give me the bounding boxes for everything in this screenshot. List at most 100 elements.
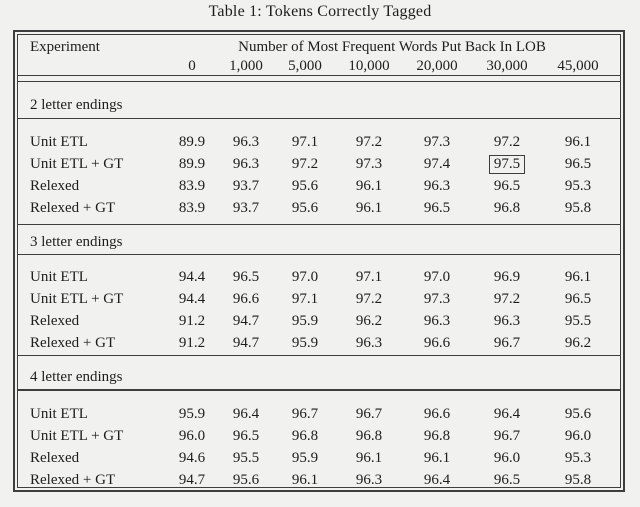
cell-value: 96.1: [564, 134, 592, 150]
row-label: Unit ETL + GT: [30, 156, 124, 172]
section-data: Unit ETL 94.4 96.5 97.0 97.1 97.0 96.9 9…: [18, 255, 620, 355]
cell-value: 97.0: [291, 269, 319, 285]
table-row: Unit ETL + GT 96.0 96.5 96.8 96.8 96.8 9…: [18, 425, 620, 447]
cell-value: 89.9: [178, 156, 206, 172]
row-label: Unit ETL + GT: [30, 291, 124, 307]
cell-value: 91.2: [178, 313, 206, 329]
section-label: 3 letter endings: [30, 234, 123, 250]
cell-value: 95.6: [291, 200, 319, 216]
cell-value: 95.9: [291, 313, 319, 329]
cell-value: 96.9: [493, 269, 521, 285]
cell-value: 96.8: [423, 428, 451, 444]
cell-value: 94.4: [178, 269, 206, 285]
table-row: Unit ETL + GT 89.9 96.3 97.2 97.3 97.4 9…: [18, 153, 620, 175]
row-label: Unit ETL: [30, 406, 88, 422]
cell-value: 96.8: [355, 428, 383, 444]
section-data: Unit ETL 89.9 96.3 97.1 97.2 97.3 97.2 9…: [18, 119, 620, 224]
cell-value: 96.3: [355, 472, 383, 488]
cell-value: 97.2: [355, 291, 383, 307]
cell-value: 94.4: [178, 291, 206, 307]
cell-value: 91.2: [178, 335, 206, 351]
cell-value: 97.3: [355, 156, 383, 172]
table-row: Relexed + GT 83.9 93.7 95.6 96.1 96.5 96…: [18, 197, 620, 219]
section-label: 2 letter endings: [30, 97, 123, 113]
cell-value: 96.3: [493, 313, 521, 329]
row-label: Relexed: [30, 313, 80, 329]
cell-value: 95.9: [291, 450, 319, 466]
cell-value: 97.2: [493, 291, 521, 307]
cell-value: 93.7: [232, 200, 260, 216]
cell-value: 96.1: [564, 269, 592, 285]
table-row: Relexed + GT 94.7 95.6 96.1 96.3 96.4 96…: [18, 469, 620, 488]
cell-value: 96.1: [423, 450, 451, 466]
cell-value: 97.1: [355, 269, 383, 285]
cell-value: 95.8: [564, 200, 592, 216]
cell-value: 96.3: [423, 313, 451, 329]
cell-value: 96.5: [423, 200, 451, 216]
cell-value: 96.0: [493, 450, 521, 466]
cell-value: 95.9: [291, 335, 319, 351]
cell-value: 96.2: [355, 313, 383, 329]
column-header: 45,000: [557, 58, 599, 74]
cell-value: 94.7: [178, 472, 206, 488]
cell-value: 97.4: [423, 156, 451, 172]
cell-value: 96.3: [423, 178, 451, 194]
experiment-column-header: Experiment: [30, 39, 100, 55]
section-data: Unit ETL 95.9 96.4 96.7 96.7 96.6 96.4 9…: [18, 391, 620, 488]
row-label: Relexed + GT: [30, 335, 116, 351]
row-label: Relexed: [30, 178, 80, 194]
cell-value: 96.6: [423, 335, 451, 351]
rule: [18, 355, 620, 356]
cell-value: 96.4: [232, 406, 260, 422]
table-header-row: Experiment Number of Most Frequent Words…: [18, 35, 620, 57]
cell-value: 96.5: [564, 291, 592, 307]
cell-value: 95.6: [232, 472, 260, 488]
column-header: 1,000: [229, 58, 263, 74]
column-header: 30,000: [486, 58, 528, 74]
cell-value: 96.5: [232, 428, 260, 444]
cell-value: 96.3: [355, 335, 383, 351]
cell-value: 97.2: [493, 134, 521, 150]
table-row: Relexed 91.2 94.7 95.9 96.2 96.3 96.3 95…: [18, 310, 620, 332]
cell-value: 96.5: [232, 269, 260, 285]
cell-value: 96.8: [493, 200, 521, 216]
cell-value: 95.5: [232, 450, 260, 466]
cell-value: 96.7: [291, 406, 319, 422]
row-label: Unit ETL + GT: [30, 428, 124, 444]
table-row: Unit ETL 89.9 96.3 97.1 97.2 97.3 97.2 9…: [18, 131, 620, 153]
cell-value: 96.7: [355, 406, 383, 422]
cell-value: 96.0: [564, 428, 592, 444]
section-label: 4 letter endings: [30, 369, 123, 385]
cell-value: 96.7: [493, 428, 521, 444]
cell-value: 96.7: [493, 335, 521, 351]
header-separator-rule: [18, 75, 620, 82]
cell-value: 96.2: [564, 335, 592, 351]
cell-value: 97.0: [423, 269, 451, 285]
cell-value: 96.0: [178, 428, 206, 444]
cell-value: 96.3: [232, 134, 260, 150]
column-header: 10,000: [348, 58, 390, 74]
cell-value: 94.7: [232, 313, 260, 329]
table-caption: Table 1: Tokens Correctly Tagged: [208, 3, 432, 20]
column-header: 0: [188, 58, 196, 74]
table-row: Relexed 83.9 93.7 95.6 96.1 96.3 96.5 95…: [18, 175, 620, 197]
cell-value: 89.9: [178, 134, 206, 150]
row-label: Unit ETL: [30, 134, 88, 150]
cell-value: 96.5: [493, 178, 521, 194]
cell-value: 94.6: [178, 450, 206, 466]
cell-value: 95.3: [564, 178, 592, 194]
table-row: Unit ETL 95.9 96.4 96.7 96.7 96.6 96.4 9…: [18, 403, 620, 425]
cell-value: 96.1: [291, 472, 319, 488]
cell-value: 96.1: [355, 200, 383, 216]
cell-value: 96.4: [423, 472, 451, 488]
group-column-header: Number of Most Frequent Words Put Back I…: [238, 39, 546, 55]
column-numbers-row: 0 1,000 5,000 10,000 20,000 30,000 45,00…: [18, 57, 620, 75]
cell-value: 94.7: [232, 335, 260, 351]
empty-header-cell: [18, 57, 166, 75]
table-row: Unit ETL + GT 94.4 96.6 97.1 97.2 97.3 9…: [18, 288, 620, 310]
cell-value: 96.5: [564, 156, 592, 172]
column-header: 20,000: [416, 58, 458, 74]
cell-value: 97.2: [355, 134, 383, 150]
cell-value: 95.6: [564, 406, 592, 422]
